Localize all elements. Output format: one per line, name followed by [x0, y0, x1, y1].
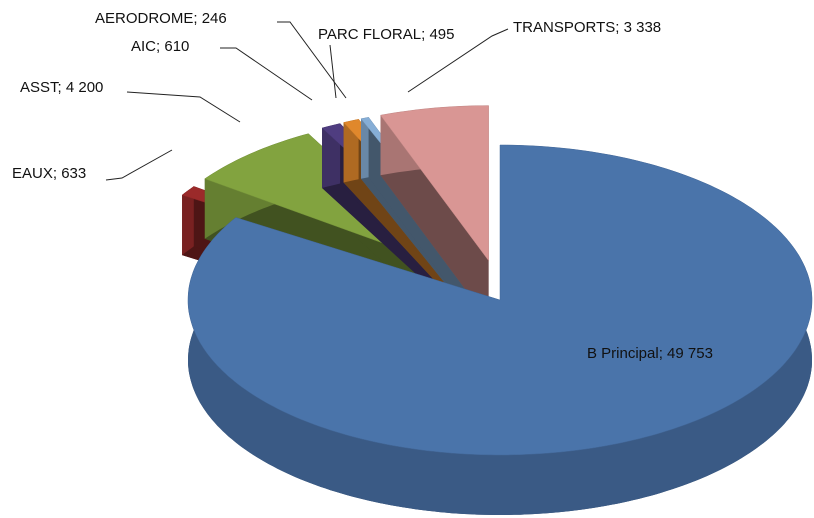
data-label: TRANSPORTS; 3 338 [513, 19, 661, 36]
category-name: PARC FLORAL [318, 26, 421, 43]
leader-line [220, 47, 313, 101]
value-label: 495 [429, 26, 454, 43]
category-name: B Principal [587, 345, 659, 362]
category-name: TRANSPORTS [513, 19, 615, 36]
category-name: AIC [131, 38, 156, 55]
category-name: EAUX [12, 165, 53, 182]
leader-line [126, 91, 241, 123]
data-label: B Principal; 49 753 [587, 345, 713, 362]
leader-line [105, 149, 173, 181]
value-label: 49 753 [667, 345, 713, 362]
category-name: ASST [20, 79, 59, 96]
data-label: EAUX; 633 [12, 165, 86, 182]
slice [187, 144, 813, 456]
data-label: AIC; 610 [131, 38, 189, 55]
label-separator: ; [156, 38, 164, 55]
slice-group [187, 144, 813, 515]
data-label: AERODROME; 246 [95, 10, 227, 27]
value-label: 246 [202, 10, 227, 27]
value-label: 610 [164, 38, 189, 55]
label-separator: ; [659, 345, 667, 362]
category-name: AERODROME [95, 10, 193, 27]
leader-line [329, 44, 337, 99]
leader-line [407, 28, 509, 93]
label-separator: ; [193, 10, 201, 27]
label-separator: ; [58, 79, 66, 96]
slice-side [182, 186, 194, 256]
data-label: PARC FLORAL; 495 [318, 26, 454, 43]
leader-line [277, 21, 347, 99]
slice-side [343, 119, 359, 183]
value-label: 633 [61, 165, 86, 182]
slice-side [361, 117, 369, 179]
label-separator: ; [421, 26, 429, 43]
data-label: ASST; 4 200 [20, 79, 103, 96]
label-separator: ; [615, 19, 623, 36]
slice-group [380, 105, 489, 321]
value-label: 4 200 [66, 79, 104, 96]
slice [380, 105, 489, 262]
label-separator: ; [53, 165, 61, 182]
value-label: 3 338 [624, 19, 662, 36]
